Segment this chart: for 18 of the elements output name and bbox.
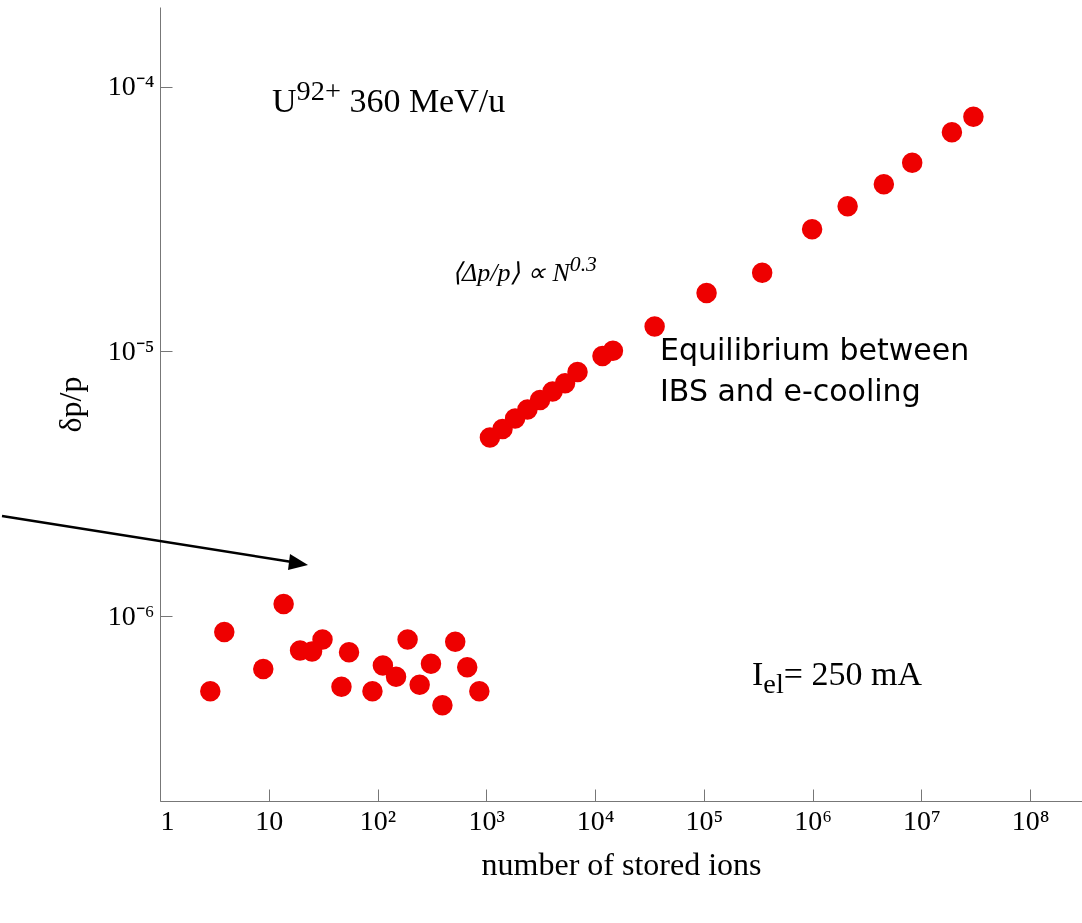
y-axis-title: δp/p [51, 376, 88, 433]
x-tick-label: 1 [160, 804, 175, 836]
y-tick-label: 10⁻⁶ [107, 599, 155, 631]
x-tick-label: 10⁴ [576, 804, 615, 836]
x-tick-label: 10 [255, 804, 284, 836]
y-tick-label: 10⁻⁵ [107, 334, 155, 366]
x-tick-label: 10⁷ [902, 804, 941, 836]
x-tick-label: 10² [359, 804, 397, 836]
annotation: U$^{92+}$ 360 MeV/u [272, 75, 506, 121]
x-tick-label: 10³ [468, 804, 505, 836]
annotation: Equilibrium between IBS and e-cooling [660, 331, 971, 410]
x-tick-label: 10⁵ [685, 804, 724, 836]
x-tick-label: 10⁶ [794, 804, 832, 836]
y-tick-label: 10⁻⁴ [107, 70, 155, 102]
annotation: ⟨Δp/p⟩ ∝ N$^{0.3}$ [452, 252, 597, 288]
x-axis-title: number of stored ions [481, 845, 762, 882]
annotation: I$_{el}$= 250 mA [752, 655, 922, 700]
x-tick-label: 10⁸ [1011, 804, 1050, 836]
